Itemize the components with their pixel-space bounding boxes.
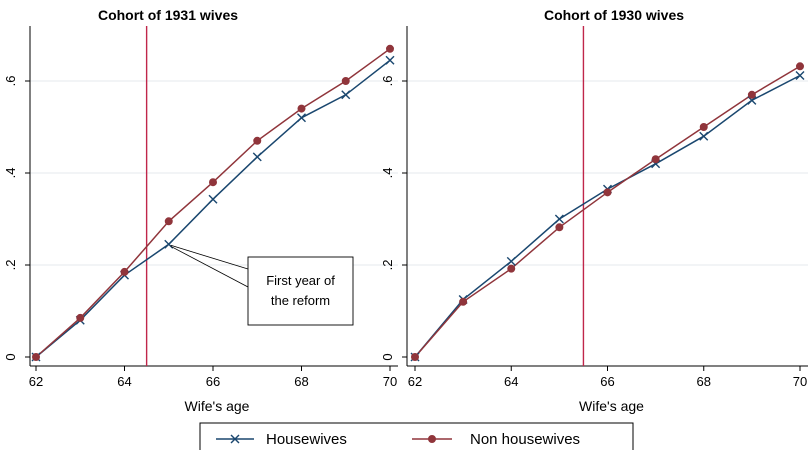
data-point xyxy=(32,352,41,361)
data-point xyxy=(297,113,306,123)
data-point-stroke-b xyxy=(297,113,306,123)
data-point-stroke-b xyxy=(699,131,709,141)
data-point xyxy=(297,104,306,113)
x-tick-label: 66 xyxy=(600,374,614,389)
data-point xyxy=(253,136,262,145)
data-point xyxy=(410,352,419,361)
data-point xyxy=(796,62,805,71)
data-point xyxy=(699,123,708,132)
data-point xyxy=(603,188,612,197)
data-point xyxy=(164,217,173,226)
data-point-stroke-b xyxy=(341,90,351,100)
y-tick-label: .4 xyxy=(3,168,18,179)
data-point xyxy=(795,70,805,80)
data-point-stroke-b xyxy=(506,256,516,266)
legend: Housewives Non housewives xyxy=(199,422,634,450)
data-point xyxy=(651,155,660,164)
data-point xyxy=(341,90,351,100)
data-point-stroke-b xyxy=(164,239,174,249)
y-tick-label: .2 xyxy=(3,260,18,271)
data-point xyxy=(208,194,218,204)
data-point xyxy=(699,131,709,141)
x-axis-title: Wife's age xyxy=(579,398,644,414)
legend-box xyxy=(199,422,634,450)
data-point xyxy=(385,44,394,53)
x-tick-label: 62 xyxy=(408,374,422,389)
legend-label: Non housewives xyxy=(470,431,580,448)
y-tick-label: .6 xyxy=(380,76,395,87)
y-tick-label: 0 xyxy=(380,353,395,360)
data-point xyxy=(120,267,129,276)
annotation-pointer-bottom xyxy=(170,245,249,288)
x-tick-label: 68 xyxy=(697,374,711,389)
data-point xyxy=(459,297,468,306)
legend-marker-stroke-b xyxy=(230,434,240,444)
data-point xyxy=(506,256,516,266)
panel-title: Cohort of 1931 wives xyxy=(98,7,238,23)
panel-title: Cohort of 1930 wives xyxy=(544,7,684,23)
x-tick-label: 64 xyxy=(504,374,518,389)
legend-label: Housewives xyxy=(266,431,347,448)
y-tick-label: .2 xyxy=(380,260,395,271)
data-point xyxy=(252,152,262,162)
data-point xyxy=(76,313,85,322)
x-tick-label: 70 xyxy=(383,374,397,389)
x-tick-label: 64 xyxy=(117,374,131,389)
x-tick-label: 66 xyxy=(206,374,220,389)
data-point-stroke-b xyxy=(554,214,564,224)
data-point xyxy=(385,55,395,65)
x-tick-label: 70 xyxy=(793,374,807,389)
series-line xyxy=(414,74,801,358)
x-axis-title: Wife's age xyxy=(185,398,250,414)
x-tick-label: 62 xyxy=(29,374,43,389)
legend-marker xyxy=(230,434,240,444)
data-point-stroke-b xyxy=(208,194,218,204)
data-point xyxy=(507,264,516,273)
annotation-pointer-top xyxy=(170,244,249,270)
annotation-text: First year of xyxy=(266,273,335,288)
panel-cohort-1931: Cohort of 1931 wives 0 .2 .4 .6 62 64 66 68 70 Wif… xyxy=(3,7,398,414)
annotation-box xyxy=(247,256,354,326)
y-tick-label: 0 xyxy=(3,353,18,360)
data-point-stroke-b xyxy=(385,55,395,65)
panel-cohort-1930: Cohort of 1930 wives 0 .2 .4 .6 62 64 66 68 70 Wif… xyxy=(380,7,808,414)
data-point-stroke-b xyxy=(795,70,805,80)
data-point xyxy=(747,90,756,99)
data-point-stroke-b xyxy=(252,152,262,162)
annotation-text: the reform xyxy=(271,293,330,308)
data-point xyxy=(555,223,564,232)
legend-marker xyxy=(427,434,436,443)
data-point xyxy=(554,214,564,224)
data-point xyxy=(208,178,217,187)
series-line xyxy=(414,65,801,358)
x-tick-label: 68 xyxy=(294,374,308,389)
y-tick-label: .4 xyxy=(380,168,395,179)
data-point xyxy=(341,77,350,86)
y-tick-label: .6 xyxy=(3,76,18,87)
